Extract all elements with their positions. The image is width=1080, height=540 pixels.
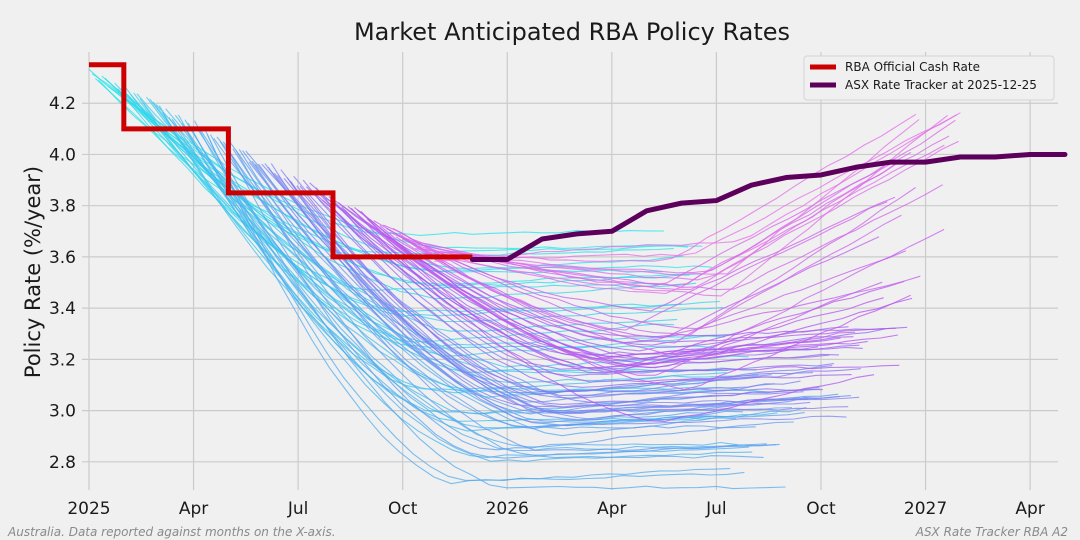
historical-tracker-line: [95, 78, 688, 255]
historical-tracker-line: [392, 187, 916, 337]
x-tick-label: Apr: [1015, 499, 1044, 519]
historical-tracker-line: [104, 77, 663, 274]
x-tick-label: Oct: [388, 499, 418, 519]
historical-tracker-line: [181, 123, 722, 415]
historical-tracker-line: [155, 104, 749, 368]
legend-label-official: RBA Official Cash Rate: [845, 60, 980, 74]
historical-tracker-line: [184, 119, 778, 429]
historical-tracker-line: [117, 88, 659, 291]
historical-tracker-line: [210, 134, 786, 490]
historical-tracker-line: [341, 206, 900, 373]
y-axis-label: Policy Rate (%/year): [21, 166, 45, 378]
historical-tracker-line: [197, 129, 739, 448]
historical-tracker-line: [434, 114, 958, 262]
y-tick-label: 4.0: [49, 145, 76, 165]
historical-tracker-line: [302, 179, 861, 388]
y-tick-label: 3.0: [49, 402, 76, 422]
historical-tracker-line: [162, 111, 738, 392]
historical-tracker-line: [235, 150, 794, 451]
y-tick-label: 3.4: [49, 299, 76, 319]
historical-tracker-line: [360, 210, 884, 374]
historical-tracker-line: [280, 169, 804, 397]
x-tick-label: Oct: [806, 499, 836, 519]
historical-tracker-line: [344, 209, 868, 358]
y-tick-label: 3.8: [49, 197, 76, 217]
legend-box: [803, 55, 1055, 101]
y-tick-label: 3.6: [49, 248, 76, 268]
x-tick-label: 2027: [904, 499, 947, 519]
x-tick-label: Jul: [287, 499, 309, 519]
historical-tracker-line: [350, 207, 875, 423]
historical-tracker-line: [238, 149, 780, 452]
legend-label-tracker: ASX Rate Tracker at 2025-12-25: [845, 78, 1037, 92]
historical-tracker-line: [299, 185, 823, 405]
historical-tracker-line: [277, 175, 801, 399]
historical-tracker-line: [424, 114, 948, 297]
historical-tracker-line: [232, 148, 756, 430]
x-tick-label: Apr: [597, 499, 626, 519]
x-tick-label: 2026: [486, 499, 529, 519]
historical-tracker-line: [286, 177, 811, 409]
y-tick-label: 2.8: [49, 453, 76, 473]
historical-tracker-line: [370, 225, 911, 391]
legend: RBA Official Cash Rate ASX Rate Tracker …: [803, 55, 1055, 101]
historical-tracker-line: [293, 175, 834, 377]
historical-tracker-line: [357, 209, 898, 365]
historical-tracker-line: [190, 128, 750, 459]
historical-tracker-line: [187, 122, 712, 432]
historical-tracker-line: [194, 120, 753, 462]
historical-tracker-line: [289, 180, 849, 414]
historical-tracker-line: [219, 141, 743, 430]
x-tick-label: 2025: [67, 499, 110, 519]
footnote-right: ASX Rate Tracker RBA A2: [915, 525, 1068, 539]
historical-tracker-line: [248, 161, 772, 403]
axis-ticks: 2025 Apr Jul Oct 2026 Apr Jul Oct 2027 Apr 2.8 3.0 3…: [49, 94, 1045, 519]
historical-tracker-line: [379, 225, 921, 344]
historical-tracker-line: [229, 141, 805, 423]
latest-tracker-series: [469, 151, 1068, 262]
historical-tracker-line: [206, 134, 731, 485]
x-tick-label: Apr: [179, 499, 208, 519]
historical-tracker-line: [222, 141, 764, 459]
official-cash-rate-series: [88, 62, 473, 260]
historical-tracker-line: [389, 196, 896, 312]
footnote-left: Australia. Data reported against months …: [7, 525, 336, 539]
y-tick-label: 3.2: [49, 350, 76, 370]
latest-tracker-line: [469, 151, 1068, 262]
historical-tracker-line: [312, 191, 819, 362]
chart-title: Market Anticipated RBA Policy Rates: [354, 18, 790, 46]
historical-tracker-line: [328, 195, 852, 383]
official-cash-rate-line: [88, 62, 473, 260]
historical-tracker-line: [200, 130, 777, 452]
historical-tracker-line: [318, 193, 860, 369]
historical-tracker-line: [126, 94, 720, 313]
historical-tracker-line: [376, 227, 883, 376]
x-tick-label: Jul: [705, 499, 727, 519]
historical-tracker-line: [395, 214, 902, 344]
historical-tracker-line: [270, 163, 847, 427]
y-tick-label: 4.2: [49, 94, 76, 114]
historical-tracker-line: [398, 201, 888, 331]
historical-tracker-line: [347, 205, 854, 360]
